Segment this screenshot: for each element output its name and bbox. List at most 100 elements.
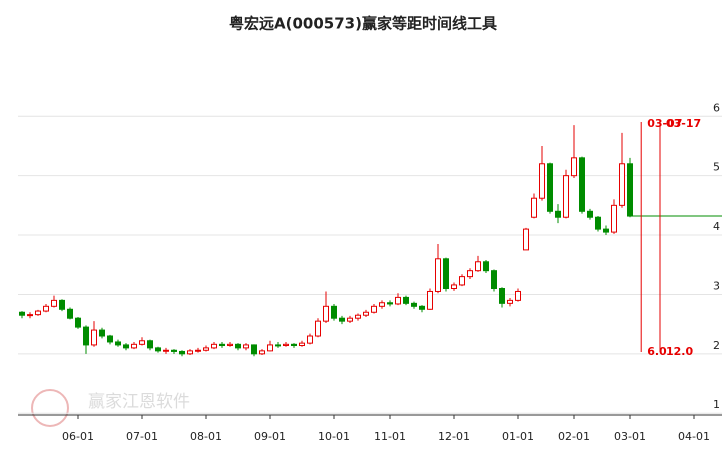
candle-body: [419, 305, 425, 310]
candle-body: [171, 349, 177, 352]
candle-body: [51, 299, 57, 307]
time-line-label: 03-07: [647, 117, 682, 130]
candle-body: [147, 340, 153, 349]
candle-body: [35, 310, 41, 316]
candle-body: [579, 157, 585, 212]
watermark-logo: [31, 389, 69, 427]
x-tick-label: 09-01: [254, 430, 286, 443]
candle-body: [235, 343, 241, 349]
x-tick-label: 12-01: [438, 430, 470, 443]
candle-body: [259, 350, 265, 355]
x-tick-label: 01-01: [502, 430, 534, 443]
candle-body: [219, 343, 225, 347]
candle-body: [251, 344, 257, 355]
candle-body: [107, 335, 113, 343]
candle-body: [227, 343, 233, 347]
candle-body: [387, 302, 393, 305]
candle-body: [475, 261, 481, 272]
x-tick-label: 03-01: [614, 430, 646, 443]
candle-body: [299, 342, 305, 347]
candle-body: [483, 261, 489, 272]
candle-body: [211, 343, 217, 349]
candle-body: [163, 349, 169, 352]
candle-body: [75, 317, 81, 328]
candle-body: [515, 290, 521, 301]
candle-body: [123, 344, 129, 349]
candle-body: [371, 305, 377, 313]
candle-body: [531, 197, 537, 218]
candle-body: [139, 340, 145, 345]
candle-body: [595, 216, 601, 230]
candle-body: [27, 314, 33, 317]
candle-body: [435, 258, 441, 292]
candle-body: [603, 228, 609, 233]
candle-body: [571, 157, 577, 177]
x-tick-label: 08-01: [190, 430, 222, 443]
candle-body: [395, 296, 401, 305]
y-tick-label: 4: [713, 220, 720, 233]
candle-body: [347, 317, 353, 322]
candle-body: [43, 305, 49, 312]
candle-body: [467, 270, 473, 278]
candle-body: [403, 296, 409, 304]
y-tick-label: 5: [713, 161, 720, 174]
candle-body: [587, 210, 593, 218]
candle-body: [331, 305, 337, 319]
candle-body: [627, 163, 633, 217]
candle-body: [491, 270, 497, 289]
time-line-label: 03-17: [666, 117, 701, 130]
y-tick-label: 2: [713, 339, 720, 352]
candle-body: [523, 228, 529, 251]
candle-body: [499, 287, 505, 304]
candle-body: [547, 163, 553, 212]
candle-body: [59, 299, 65, 310]
y-tick-label: 1: [713, 398, 720, 411]
candle-body: [563, 175, 569, 218]
x-tick-label: 06-01: [62, 430, 94, 443]
candle-body: [187, 350, 193, 355]
candle-body: [323, 305, 329, 322]
candle-body: [555, 210, 561, 218]
chart-title: 粤宏远A(000573)赢家等距时间线工具: [229, 15, 497, 33]
candle-body: [307, 335, 313, 344]
candle-body: [379, 302, 385, 307]
candle-body: [363, 311, 369, 316]
candle-body: [411, 302, 417, 307]
candle-body: [275, 344, 281, 347]
candle-body: [619, 163, 625, 206]
candle-body: [195, 349, 201, 352]
candle-body: [131, 343, 137, 349]
watermark-text: 赢家江恩软件: [88, 392, 190, 412]
candle-body: [155, 347, 161, 352]
candle-body: [179, 350, 185, 355]
x-tick-label: 02-01: [558, 430, 590, 443]
x-tick-label: 04-01: [678, 430, 710, 443]
candle-body: [539, 163, 545, 199]
candle-body: [315, 320, 321, 337]
candle-body: [19, 311, 25, 316]
candle-body: [355, 314, 361, 319]
time-line-value: 6.0: [647, 345, 667, 358]
y-tick-label: 6: [713, 101, 720, 114]
candle-body: [611, 204, 617, 233]
watermark: 赢家江恩软件: [31, 389, 190, 427]
candle-body: [443, 258, 449, 289]
x-tick-label: 07-01: [126, 430, 158, 443]
candle-body: [507, 299, 513, 304]
y-tick-label: 3: [713, 279, 720, 292]
x-tick-label: 10-01: [318, 430, 350, 443]
candle-body: [267, 344, 273, 352]
candle-body: [339, 317, 345, 322]
candle-body: [427, 290, 433, 310]
candle-body: [459, 276, 465, 286]
candle-body: [67, 308, 73, 319]
candle-body: [115, 341, 121, 346]
candle-body: [243, 344, 249, 349]
candle-body: [283, 343, 289, 347]
candle-body: [451, 284, 457, 289]
time-line-value: 12.0: [666, 345, 693, 358]
candle-body: [203, 347, 209, 351]
x-tick-label: 11-01: [374, 430, 406, 443]
candle-body: [91, 329, 97, 346]
